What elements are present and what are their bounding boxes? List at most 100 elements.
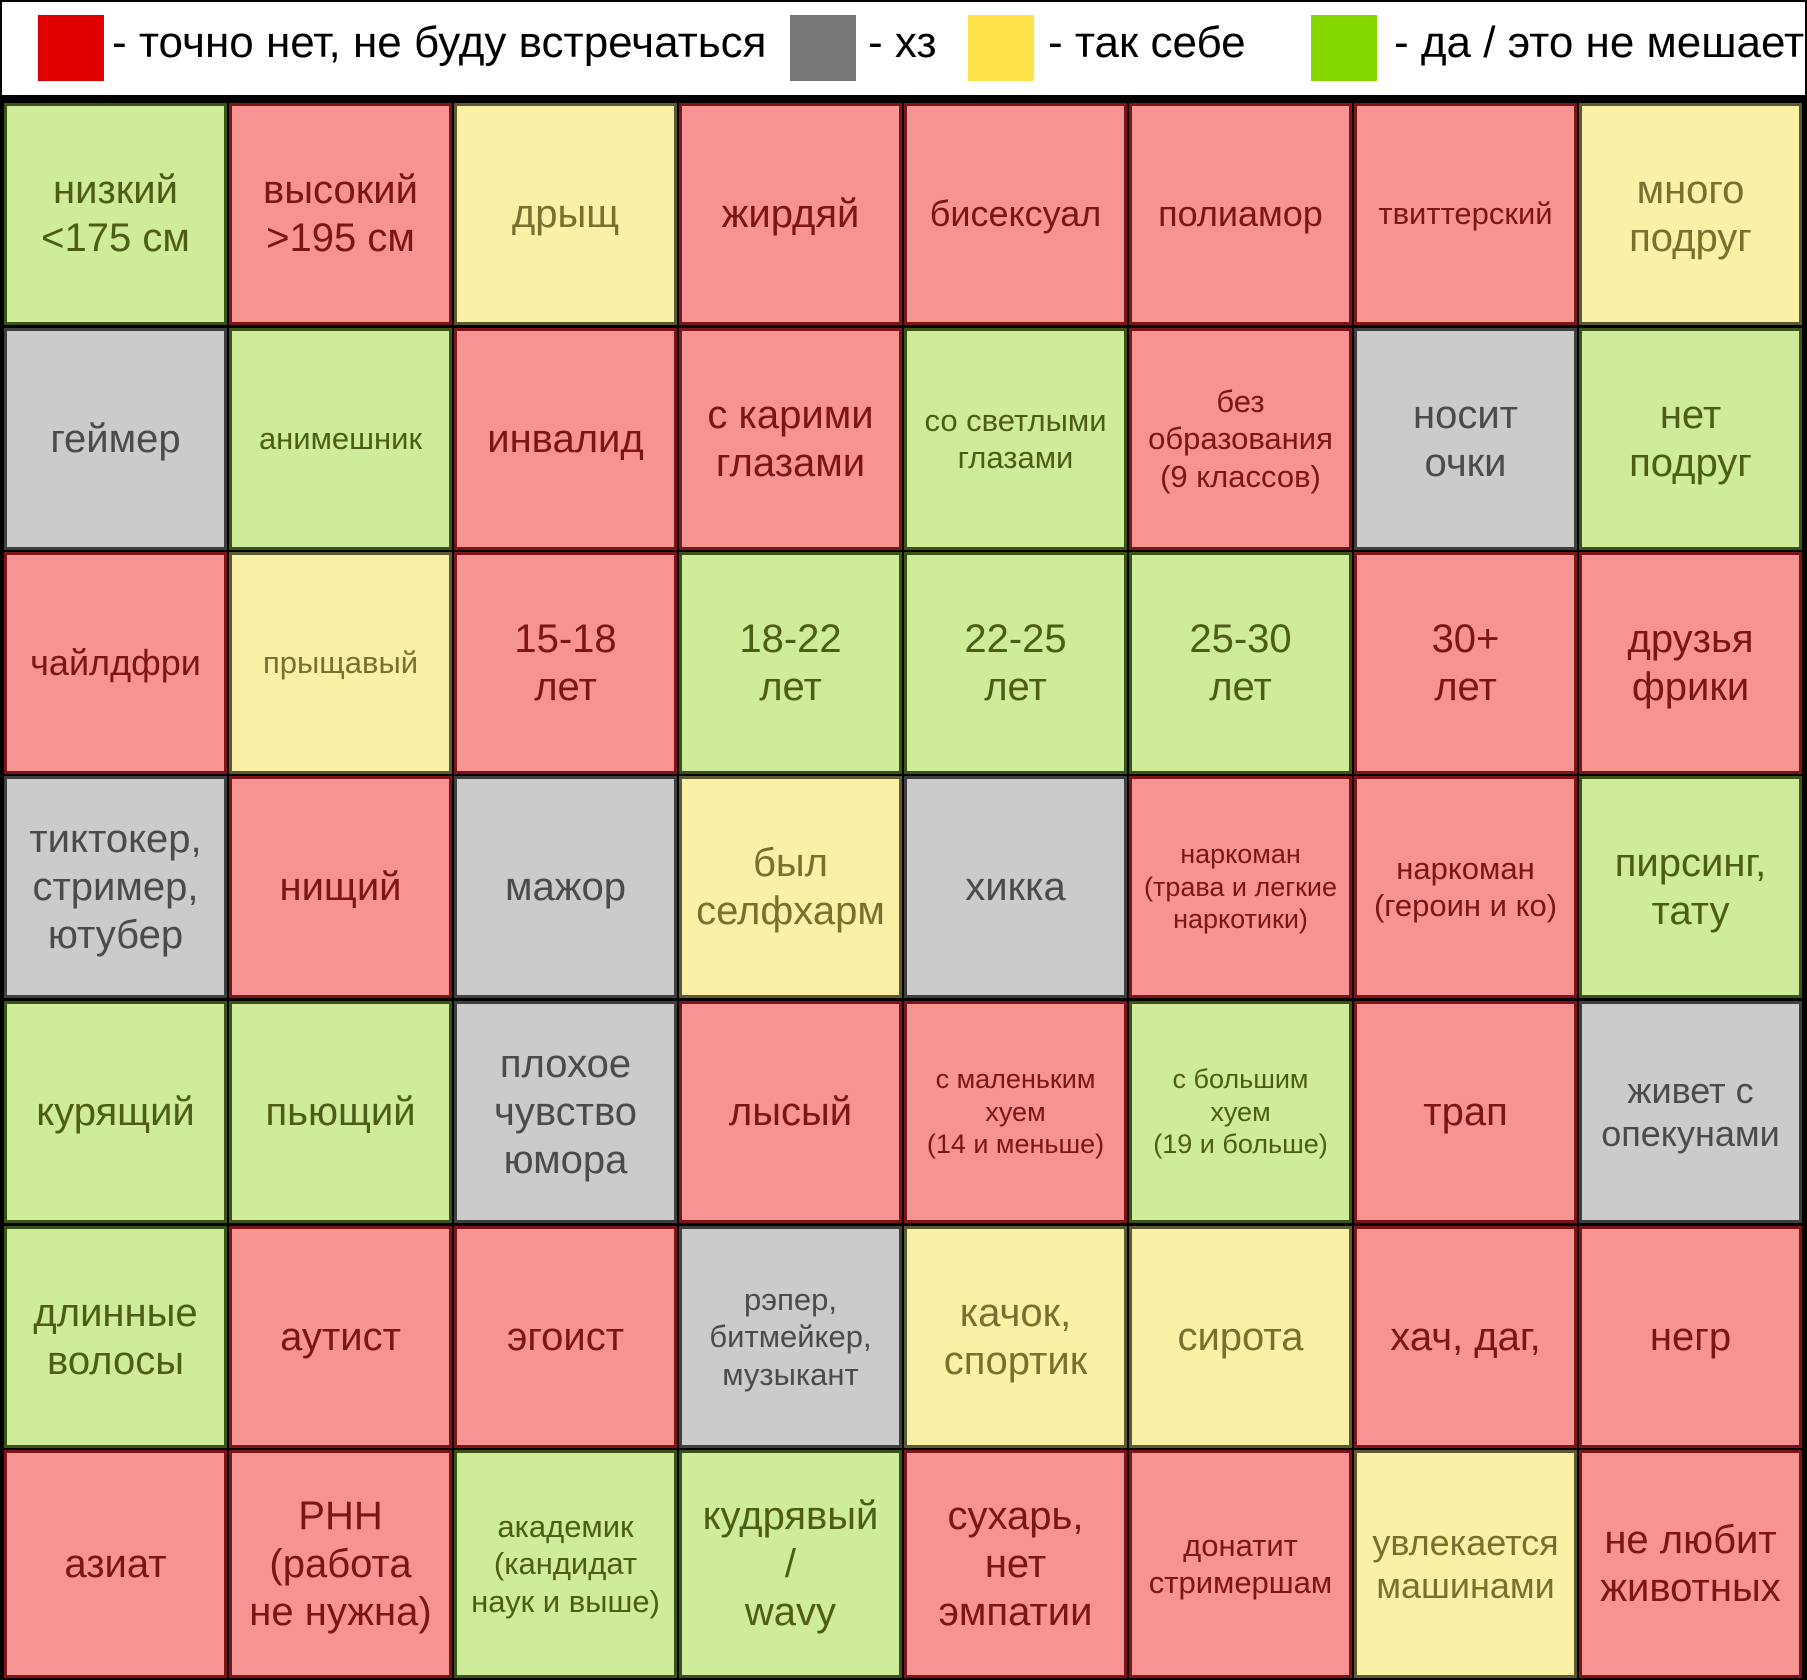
grid-cell-label: носит очки — [1413, 393, 1518, 485]
grid-cell: сирота — [1129, 1226, 1352, 1448]
grid-cell-label: сухарь, нет эмпатии — [938, 1494, 1093, 1634]
legend-swatch-yellow — [968, 15, 1034, 81]
grid-cell-label: друзья фрики — [1627, 617, 1754, 709]
grid-cell: твиттерский — [1354, 103, 1577, 325]
grid-cell: трап — [1354, 1001, 1577, 1223]
grid-cell-label: 22-25 лет — [964, 617, 1067, 709]
grid-cell-label: 25-30 лет — [1189, 617, 1292, 709]
grid-cell: низкий <175 см — [4, 103, 227, 325]
grid-cell-label: пьющий — [265, 1090, 416, 1134]
grid-cell: друзья фрики — [1579, 552, 1802, 774]
grid-cell-label: без образования (9 классов) — [1148, 384, 1333, 494]
grid-cell-label: сирота — [1177, 1315, 1304, 1359]
grid-cell-label: 18-22 лет — [739, 617, 842, 709]
legend-label: - точно нет, не буду встречаться — [112, 18, 767, 67]
grid-cell: прыщавый — [229, 552, 452, 774]
grid-cell-label: прыщавый — [262, 645, 419, 681]
grid-cell-label: низкий <175 см — [41, 168, 190, 260]
grid-cell: лысый — [679, 1001, 902, 1223]
rating-grid: низкий <175 см высокий >195 см дрыщ жирдяй б… — [0, 100, 1807, 1680]
grid-cell-label: азиат — [64, 1542, 167, 1586]
grid-cell-label: нищий — [279, 865, 402, 909]
grid-cell-label: пирсинг, тату — [1614, 841, 1767, 933]
grid-cell: инвалид — [454, 328, 677, 550]
grid-cell: мажор — [454, 776, 677, 998]
grid-cell: хикка — [904, 776, 1127, 998]
legend-label: - так себе — [1048, 18, 1246, 67]
grid-cell: кудрявый / wavy — [679, 1450, 902, 1678]
grid-cell-label: длинные волосы — [33, 1291, 198, 1383]
grid-cell: нет подруг — [1579, 328, 1802, 550]
grid-cell: с маленьким хуем (14 и меньше) — [904, 1001, 1127, 1223]
grid-cell: со светлыми глазами — [904, 328, 1127, 550]
grid-cell-label: качок, спортик — [943, 1291, 1088, 1383]
grid-cell: увлекается машинами — [1354, 1450, 1577, 1678]
grid-cell: негр — [1579, 1226, 1802, 1448]
grid-cell-label: нет подруг — [1629, 393, 1752, 485]
grid-cell-label: трап — [1423, 1090, 1508, 1134]
grid-cell-label: жирдяй — [721, 192, 860, 236]
grid-cell-label: инвалид — [487, 417, 644, 461]
grid-cell-label: РНН (работа не нужна) — [249, 1494, 432, 1634]
grid-cell-label: анимешник — [258, 421, 423, 457]
grid-cell-label: негр — [1649, 1315, 1732, 1359]
grid-cell: много подруг — [1579, 103, 1802, 325]
grid-cell-label: высокий >195 см — [263, 168, 418, 260]
grid-cell: дрыщ — [454, 103, 677, 325]
grid-cell: пирсинг, тату — [1579, 776, 1802, 998]
grid-cell-label: твиттерский — [1378, 196, 1553, 232]
grid-cell: плохое чувство юмора — [454, 1001, 677, 1223]
grid-cell-label: эгоист — [506, 1315, 625, 1359]
grid-cell: сухарь, нет эмпатии — [904, 1450, 1127, 1678]
grid-cell-label: кудрявый / wavy — [702, 1494, 879, 1634]
grid-cell-label: полиамор — [1158, 193, 1323, 235]
grid-cell: жирдяй — [679, 103, 902, 325]
grid-cell: тиктокер, стример, ютубер — [4, 776, 227, 998]
grid-cell: пьющий — [229, 1001, 452, 1223]
grid-cell: 22-25 лет — [904, 552, 1127, 774]
grid-cell: эгоист — [454, 1226, 677, 1448]
grid-cell-label: увлекается машинами — [1372, 1521, 1559, 1606]
grid-cell: качок, спортик — [904, 1226, 1127, 1448]
grid-cell-label: бисексуал — [929, 193, 1102, 235]
grid-cell-label: курящий — [36, 1090, 195, 1134]
grid-cell-label: был селфхарм — [696, 841, 885, 933]
grid-cell-label: живет с опекунами — [1601, 1069, 1780, 1154]
grid-cell: без образования (9 классов) — [1129, 328, 1352, 550]
grid-cell: рэпер, битмейкер, музыкант — [679, 1226, 902, 1448]
grid-cell: с большим хуем (19 и больше) — [1129, 1001, 1352, 1223]
grid-cell: курящий — [4, 1001, 227, 1223]
grid-cell: геймер — [4, 328, 227, 550]
grid-cell: 15-18 лет — [454, 552, 677, 774]
grid-cell: анимешник — [229, 328, 452, 550]
grid-cell-label: хач, даг, — [1390, 1315, 1541, 1359]
grid-cell-label: лысый — [728, 1090, 853, 1134]
grid-cell: высокий >195 см — [229, 103, 452, 325]
grid-cell: носит очки — [1354, 328, 1577, 550]
legend-label: - да / это не мешает — [1394, 18, 1805, 67]
grid-cell: РНН (работа не нужна) — [229, 1450, 452, 1678]
grid-cell-label: не любит животных — [1600, 1518, 1781, 1610]
grid-cell-label: наркоман (героин и ко) — [1373, 850, 1558, 923]
grid-cell: нищий — [229, 776, 452, 998]
grid-cell-label: со светлыми глазами — [924, 402, 1107, 475]
grid-cell-label: мажор — [505, 865, 626, 909]
grid-cell-label: дрыщ — [511, 192, 620, 236]
grid-cell: хач, даг, — [1354, 1226, 1577, 1448]
grid-cell: длинные волосы — [4, 1226, 227, 1448]
grid-cell-label: геймер — [50, 417, 181, 461]
grid-cell: 30+ лет — [1354, 552, 1577, 774]
grid-cell-label: 15-18 лет — [514, 617, 617, 709]
legend-swatch-green — [1311, 15, 1377, 81]
grid-cell-label: плохое чувство юмора — [493, 1042, 637, 1182]
legend-swatch-gray — [790, 15, 856, 81]
grid-cell: донатит стримершам — [1129, 1450, 1352, 1678]
grid-cell-label: 30+ лет — [1431, 617, 1500, 709]
grid-cell-label: аутист — [280, 1315, 401, 1359]
grid-cell-label: тиктокер, стример, ютубер — [29, 817, 202, 957]
grid-cell-label: с карими глазами — [707, 393, 874, 485]
grid-cell-label: наркоман (трава и легкие наркотики) — [1143, 839, 1338, 935]
grid-cell: 18-22 лет — [679, 552, 902, 774]
grid-cell-label: рэпер, битмейкер, музыкант — [709, 1282, 872, 1392]
grid-cell-label: хикка — [965, 865, 1066, 909]
